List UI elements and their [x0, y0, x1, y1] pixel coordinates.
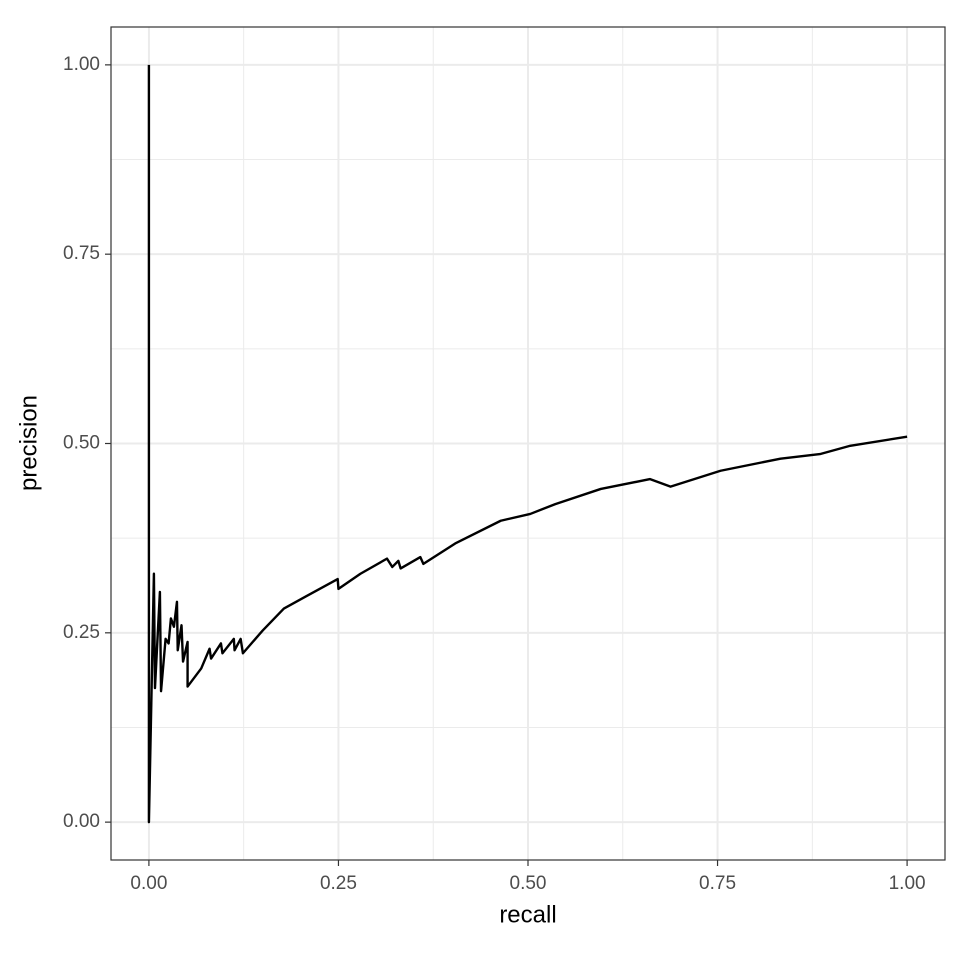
x-tick-label: 0.75	[699, 873, 736, 894]
y-tick-label: 0.00	[63, 811, 100, 832]
y-tick-label: 0.50	[63, 433, 100, 454]
x-tick-label: 0.25	[320, 873, 357, 894]
x-axis-title: recall	[499, 901, 556, 928]
y-tick-label: 0.75	[63, 243, 100, 264]
pr-curve	[147, 64, 908, 824]
x-tick-label: 1.00	[889, 873, 926, 894]
x-tick-label: 0.00	[130, 873, 167, 894]
y-axis-title: precision	[15, 395, 42, 491]
y-tick-label: 0.25	[63, 622, 100, 643]
y-tick-label: 1.00	[63, 54, 100, 75]
x-tick-label: 0.50	[510, 873, 547, 894]
